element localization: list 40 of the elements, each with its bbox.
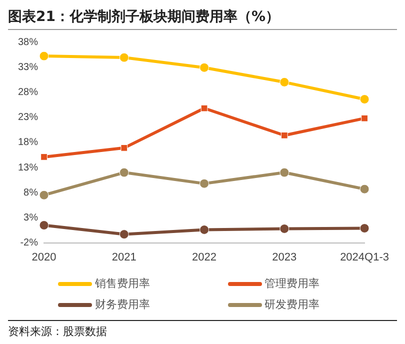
point [120,144,128,152]
point [40,154,48,160]
x-tick-label: 2024Q1-3 [340,251,390,264]
point [200,62,210,72]
y-tick-label: -2% [20,238,38,249]
point [39,220,49,230]
y-tick-label: 33% [18,62,38,73]
x-tick-label: 2021 [112,251,136,264]
legend-label: 管理费用率 [264,276,320,291]
legend-label: 财务费用率 [95,297,150,312]
x-tick-label: 2020 [32,251,56,264]
point [119,230,129,240]
point [360,94,370,104]
point [360,184,370,194]
point [119,168,129,178]
x-tick-label: 2023 [272,251,297,264]
x-tick-label: 2022 [192,251,217,264]
y-tick-label: 18% [18,137,38,148]
point [280,168,290,178]
point [200,225,210,234]
y-tick-label: 38% [18,36,38,48]
point [39,51,49,61]
point [360,223,370,233]
chart-title: 图表21：化学制剂子板块期间费用率（%） [8,8,397,30]
point [200,104,208,112]
point [280,77,290,87]
y-tick-label: 13% [18,162,38,174]
text: 资料来源：股票数据 [8,324,108,339]
y-tick-label: 28% [18,86,38,98]
legend-label: 研发费用率 [264,297,320,312]
point [200,178,210,188]
y-tick-label: 3% [24,212,38,224]
point [280,132,288,139]
y-tick-label: 8% [24,187,38,198]
point [39,190,49,200]
y-tick-label: 23% [18,112,38,124]
point [361,114,368,122]
legend-label: 销售费用率 [95,276,150,291]
point [280,224,290,234]
point [119,52,129,62]
